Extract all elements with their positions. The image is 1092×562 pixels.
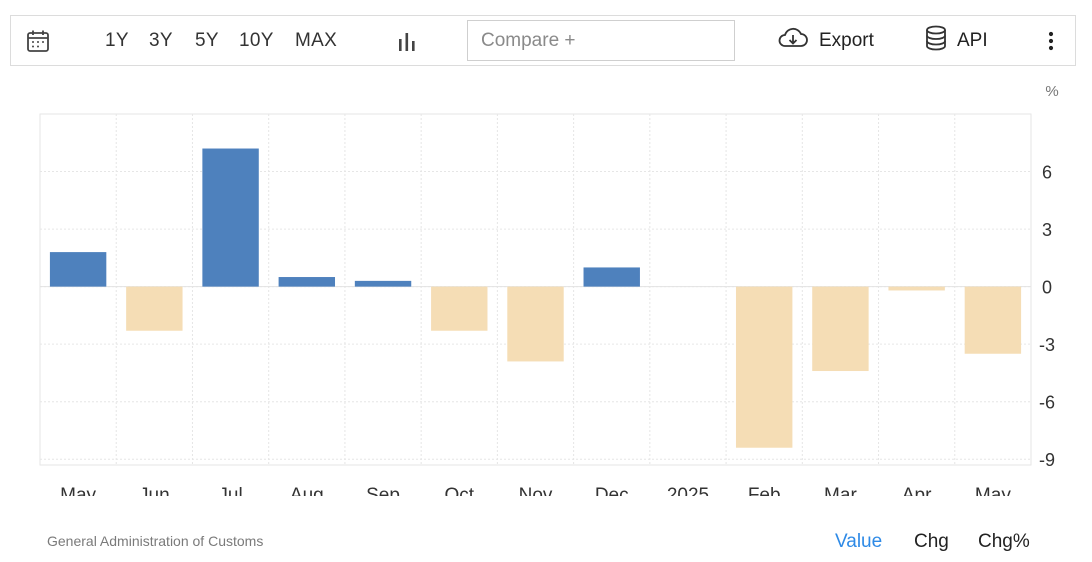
bar <box>735 286 793 448</box>
database-icon <box>925 25 947 56</box>
api-label: API <box>957 29 988 51</box>
y-tick-label: -6 <box>1039 393 1055 413</box>
bar-chart: May Jun Jul Aug Sep Oct Nov Dec 2025 Feb Mar Apr May… <box>39 83 1059 496</box>
bar <box>126 286 183 331</box>
data-source-label: General Administration of Customs <box>47 533 264 549</box>
range-max-button[interactable]: MAX <box>295 29 338 51</box>
x-tick-label: Apr <box>902 485 932 496</box>
x-tick-label: Feb <box>748 485 781 496</box>
vertical-dots-icon[interactable] <box>1041 16 1061 65</box>
export-button[interactable]: Export <box>777 16 874 65</box>
x-tick-label: Aug <box>290 485 324 496</box>
bar <box>507 286 564 362</box>
x-tick-label: May <box>975 485 1011 496</box>
y-tick-label: -9 <box>1039 450 1055 470</box>
export-label: Export <box>819 29 874 51</box>
x-tick-label: Nov <box>519 485 553 496</box>
calendar-icon[interactable] <box>25 16 51 65</box>
range-3y-button[interactable]: 3Y <box>149 29 173 51</box>
chart-area: May Jun Jul Aug Sep Oct Nov Dec 2025 Feb Mar Apr May… <box>0 66 1092 496</box>
x-tick-label: Dec <box>595 485 629 496</box>
compare-input[interactable]: Compare + <box>467 20 735 61</box>
x-tick-label: Jun <box>139 485 170 496</box>
bar <box>583 267 640 287</box>
y-tick-label: 3 <box>1042 220 1052 240</box>
bar <box>431 286 488 331</box>
plot-border <box>39 113 1032 466</box>
bar <box>354 280 412 287</box>
chg-percent-mode-button[interactable]: Chg% <box>978 531 1030 552</box>
range-1y-button[interactable]: 1Y <box>105 29 129 51</box>
x-tick-label: May <box>60 485 96 496</box>
range-10y-button[interactable]: 10Y <box>239 29 274 51</box>
bar <box>49 252 107 287</box>
x-tick-label: Oct <box>444 485 474 496</box>
api-button[interactable]: API <box>925 16 988 65</box>
y-tick-label: 0 <box>1042 278 1052 298</box>
chart-toolbar: 1Y 3Y 5Y 10Y MAX Compare + Export <box>10 15 1076 66</box>
cloud-download-icon <box>777 26 809 55</box>
value-mode-button[interactable]: Value <box>835 531 883 552</box>
x-tick-label: Sep <box>366 485 400 496</box>
y-tick-label: 6 <box>1042 163 1052 183</box>
y-tick-label: -3 <box>1039 335 1055 355</box>
x-tick-label: Jul <box>218 485 242 496</box>
bar <box>964 286 1022 354</box>
bar-chart-icon[interactable] <box>395 16 419 65</box>
bar <box>888 286 945 291</box>
unit-label: % <box>1045 83 1058 100</box>
x-tick-label: Mar <box>824 485 857 496</box>
bar <box>278 277 336 287</box>
bar <box>202 148 259 287</box>
range-5y-button[interactable]: 5Y <box>195 29 219 51</box>
chg-mode-button[interactable]: Chg <box>914 531 949 552</box>
x-tick-label: 2025 <box>667 485 709 496</box>
bar <box>812 286 869 372</box>
